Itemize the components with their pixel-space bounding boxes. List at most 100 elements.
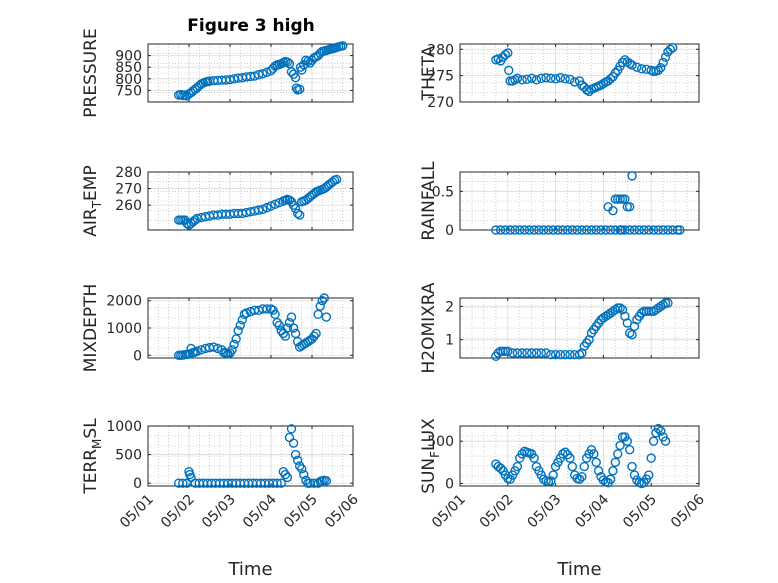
- data-point: [266, 201, 276, 211]
- data-point: [624, 58, 635, 69]
- data-point: [577, 225, 587, 235]
- data-point: [534, 225, 544, 235]
- data-point: [591, 457, 601, 468]
- data-point: [290, 449, 301, 460]
- data-point: [610, 457, 621, 468]
- data-point: [491, 225, 501, 235]
- data-point: [656, 63, 666, 73]
- data-point: [577, 472, 587, 482]
- data-point: [639, 225, 649, 235]
- data-point: [546, 476, 556, 486]
- data-point: [596, 225, 606, 235]
- data-point: [610, 225, 621, 235]
- data-point: [541, 73, 551, 83]
- data-point: [567, 225, 578, 235]
- data-point: [538, 225, 549, 235]
- data-point: [616, 225, 627, 235]
- data-point: [500, 49, 511, 60]
- data-point: [512, 73, 523, 83]
- data-point: [262, 304, 272, 314]
- x-tick-label: 05/01: [429, 492, 469, 532]
- data-point: [510, 225, 520, 235]
- data-point: [512, 461, 523, 472]
- data-point: [567, 461, 578, 472]
- y-tick-label: 850: [115, 60, 142, 76]
- y-tick-label: 750: [115, 83, 142, 99]
- y-axis-label: AIRTEMP: [81, 165, 104, 236]
- data-point: [572, 225, 582, 235]
- data-point: [627, 60, 637, 70]
- data-point: [241, 308, 252, 318]
- data-point: [653, 423, 664, 434]
- data-point: [558, 225, 568, 235]
- x-tick-label: 05/02: [158, 492, 198, 532]
- data-point: [321, 476, 332, 486]
- data-point: [546, 73, 556, 83]
- data-point: [596, 80, 606, 90]
- data-point: [299, 469, 309, 480]
- data-point: [208, 342, 219, 352]
- data-point: [615, 440, 625, 451]
- y-tick-label: 2: [445, 299, 454, 315]
- y-tick-label: 500: [427, 434, 454, 450]
- data-point: [495, 225, 506, 235]
- data-point: [560, 349, 570, 360]
- data-point: [675, 225, 685, 235]
- y-tick-label: 270: [427, 95, 454, 111]
- y-tick-label: 1000: [106, 419, 142, 435]
- data-point: [527, 73, 537, 83]
- x-tick-label: 05/01: [117, 492, 157, 532]
- data-point: [184, 349, 194, 359]
- data-point: [644, 225, 654, 235]
- data-point: [624, 444, 635, 455]
- data-point: [668, 225, 678, 235]
- data-point: [282, 57, 293, 67]
- data-point: [276, 478, 286, 488]
- data-point: [503, 346, 513, 357]
- data-point: [548, 225, 558, 235]
- data-point: [658, 57, 668, 68]
- data-point: [636, 64, 647, 74]
- y-axis-label: H2OMIXRA: [419, 282, 439, 373]
- data-point: [297, 464, 307, 474]
- y-tick-label: 1000: [106, 321, 142, 337]
- x-tick-label: 05/04: [240, 491, 280, 531]
- data-point: [229, 339, 239, 350]
- data-point: [558, 449, 568, 459]
- data-point: [331, 174, 342, 185]
- data-point: [527, 348, 537, 358]
- data-point: [550, 349, 561, 360]
- y-tick-label: 260: [115, 198, 142, 214]
- y-tick-label: 1: [445, 333, 454, 349]
- y-axis-label: THETA: [419, 45, 439, 101]
- y-tick-label: 280: [427, 42, 454, 58]
- data-point: [624, 202, 635, 212]
- data-point: [309, 331, 319, 341]
- data-point: [233, 326, 243, 336]
- data-point: [565, 349, 575, 360]
- data-point: [589, 449, 599, 459]
- data-point: [605, 225, 616, 235]
- data-point: [290, 203, 301, 214]
- data-point: [297, 65, 307, 75]
- data-point: [627, 171, 637, 181]
- data-point: [503, 48, 513, 58]
- data-point: [653, 225, 664, 235]
- data-point: [536, 348, 546, 358]
- data-point: [646, 453, 656, 463]
- data-point: [663, 225, 673, 235]
- data-point: [286, 424, 297, 434]
- data-point: [295, 84, 305, 94]
- data-point: [282, 472, 293, 483]
- y-tick-label: 0.5: [432, 184, 454, 200]
- data-point: [562, 225, 573, 235]
- data-point: [579, 461, 589, 472]
- data-point: [317, 296, 327, 306]
- y-tick-label: 900: [115, 49, 142, 65]
- y-axis-label: SUNFLUX: [419, 418, 442, 494]
- x-tick-label: 05/03: [199, 492, 239, 532]
- data-point: [500, 225, 511, 235]
